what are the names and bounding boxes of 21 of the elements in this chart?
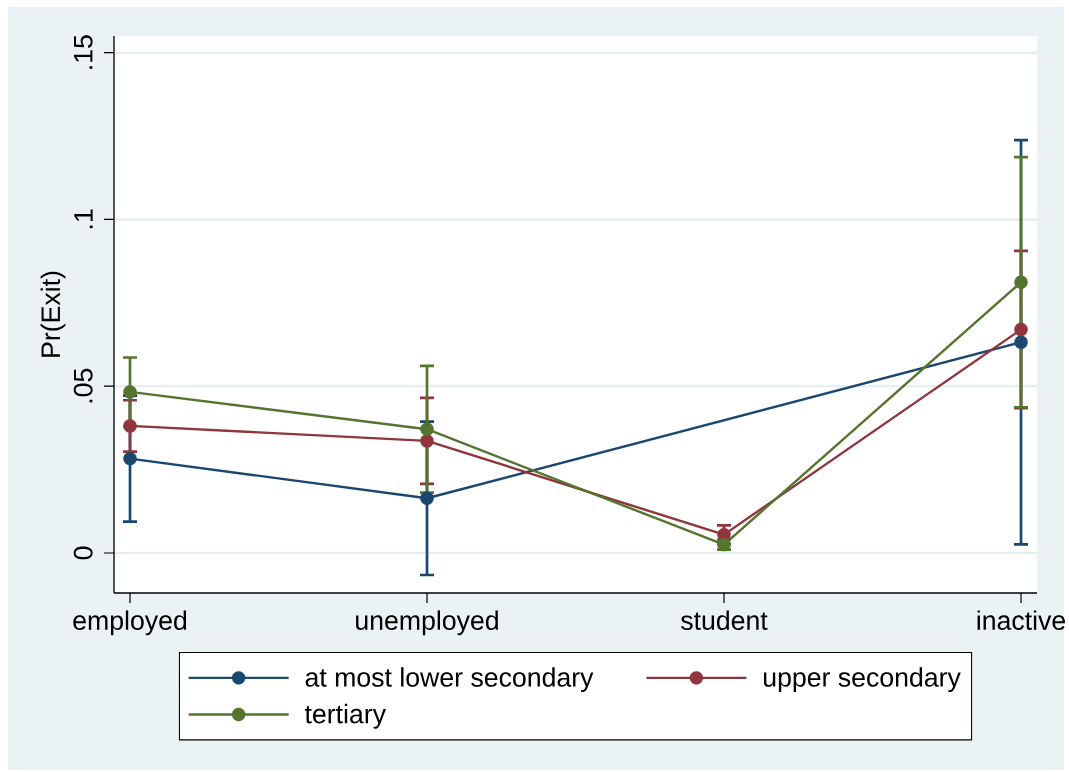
point	[123, 385, 137, 399]
legend-label: upper secondary	[763, 667, 961, 693]
legend-label: tertiary	[304, 703, 386, 729]
y-tick-label: .1	[74, 209, 93, 229]
y-tick-label: 0	[73, 546, 93, 560]
x-tick-label: employed	[73, 610, 187, 636]
point	[420, 491, 434, 506]
y-tick-label: .15	[74, 35, 93, 69]
x-tick-label: student	[681, 610, 768, 630]
point	[123, 451, 137, 466]
point	[1014, 322, 1028, 337]
y-axis-title: Pr(Exit)	[40, 271, 66, 357]
point	[420, 422, 434, 436]
point	[1014, 275, 1028, 289]
point	[123, 419, 137, 433]
point	[1014, 335, 1028, 349]
y-tick-label: .05	[73, 368, 93, 403]
x-tick-label: inactive	[977, 610, 1066, 630]
point	[420, 434, 434, 448]
legend-label: at most lower secondary	[305, 667, 594, 693]
x-tick-label: unemployed	[356, 610, 498, 636]
